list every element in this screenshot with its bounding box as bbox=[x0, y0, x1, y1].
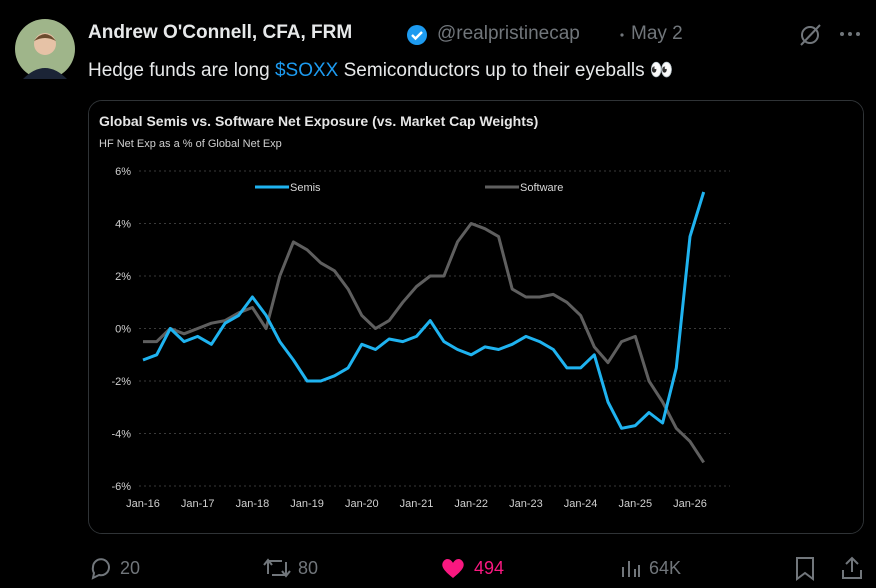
grok-icon[interactable] bbox=[798, 22, 824, 48]
chart-title: Global Semis vs. Software Net Exposure (… bbox=[99, 113, 538, 129]
x-tick-label: Jan-23 bbox=[509, 498, 543, 510]
series-line bbox=[143, 222, 705, 464]
x-tick-label: Jan-25 bbox=[618, 498, 652, 510]
text: Semiconductors up to their eyeballs 👀 bbox=[338, 60, 674, 81]
avatar[interactable] bbox=[15, 19, 75, 79]
views-icon[interactable] bbox=[619, 557, 643, 581]
chart-subtitle: HF Net Exp as a % of Global Net Exp bbox=[99, 138, 282, 150]
y-tick-label: -2% bbox=[111, 376, 131, 388]
reply-count[interactable]: 20 bbox=[120, 558, 141, 578]
author-handle[interactable]: @realpristinecap bbox=[437, 23, 580, 44]
y-tick-label: 0% bbox=[115, 324, 131, 336]
x-tick-label: Jan-24 bbox=[564, 498, 598, 510]
y-tick-label: -6% bbox=[111, 481, 131, 493]
legend-label: Semis bbox=[290, 182, 321, 194]
chart: Global Semis vs. Software Net Exposure (… bbox=[89, 101, 863, 533]
series-line bbox=[142, 191, 706, 430]
separator-dot bbox=[620, 33, 624, 37]
legend-label: Software bbox=[520, 182, 563, 194]
bookmark-icon[interactable] bbox=[793, 556, 817, 582]
x-tick-label: Jan-21 bbox=[400, 498, 434, 510]
repost-count[interactable]: 80 bbox=[298, 558, 319, 578]
like-count[interactable]: 494 bbox=[474, 558, 505, 578]
more-icon[interactable] bbox=[838, 30, 862, 38]
share-icon[interactable] bbox=[840, 555, 864, 581]
x-tick-label: Jan-16 bbox=[126, 498, 160, 510]
y-tick-label: 4% bbox=[115, 219, 131, 231]
reply-icon[interactable] bbox=[88, 555, 114, 581]
x-tick-label: Jan-26 bbox=[673, 498, 707, 510]
x-tick-label: Jan-17 bbox=[181, 498, 215, 510]
verified-badge bbox=[407, 25, 427, 45]
y-tick-label: -4% bbox=[111, 429, 131, 441]
post-text: Hedge funds are long $SOXX Semiconductor… bbox=[88, 58, 674, 82]
y-tick-label: 2% bbox=[115, 271, 131, 283]
post-date[interactable]: May 2 bbox=[631, 23, 683, 44]
x-tick-label: Jan-20 bbox=[345, 498, 379, 510]
text: Hedge funds are long bbox=[88, 60, 275, 81]
chart-bg bbox=[89, 101, 863, 533]
y-tick-label: 6% bbox=[115, 166, 131, 178]
author-name[interactable]: Andrew O'Connell, CFA, FRM bbox=[88, 22, 353, 43]
media-card[interactable]: Global Semis vs. Software Net Exposure (… bbox=[88, 100, 864, 534]
x-tick-label: Jan-22 bbox=[454, 498, 488, 510]
views-count[interactable]: 64K bbox=[649, 558, 682, 578]
like-icon[interactable] bbox=[440, 556, 466, 580]
x-tick-label: Jan-19 bbox=[290, 498, 324, 510]
cashtag[interactable]: $SOXX bbox=[274, 60, 339, 81]
repost-icon[interactable] bbox=[262, 556, 292, 580]
x-tick-label: Jan-18 bbox=[236, 498, 270, 510]
